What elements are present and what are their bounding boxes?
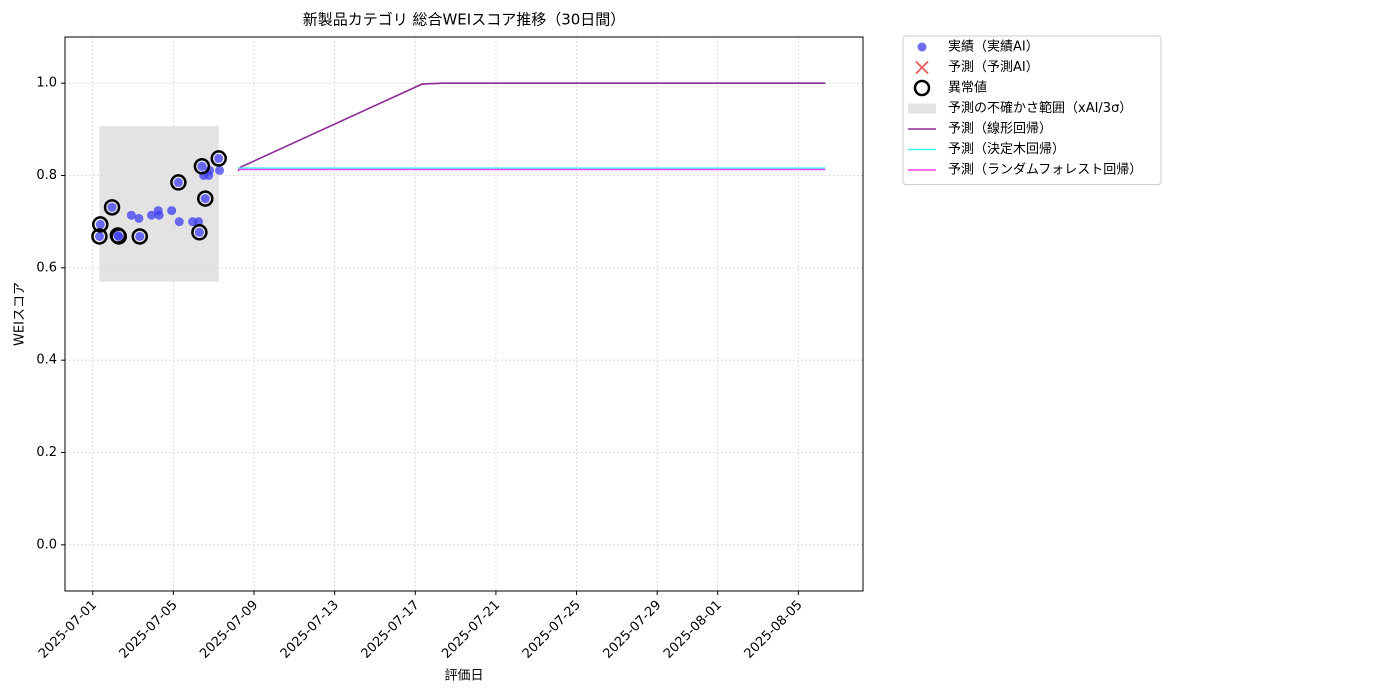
data-point (167, 206, 177, 216)
data-point (214, 153, 224, 163)
y-tick-label: 1.0 (36, 76, 57, 91)
data-point (194, 217, 204, 227)
data-point (126, 210, 136, 220)
x-axis-label: 評価日 (444, 669, 483, 684)
data-point (107, 202, 117, 212)
data-point (204, 165, 214, 175)
anomaly-marker (191, 224, 208, 241)
data-point (134, 213, 144, 223)
anomaly-marker (193, 158, 211, 175)
x-tick-label: 2025-08-05 (742, 598, 806, 662)
legend-label: 実績（実績AI） (948, 39, 1039, 55)
anomaly-marker (91, 228, 108, 245)
legend-swatch (913, 79, 931, 97)
data-point (95, 219, 105, 229)
legend-label: 予測（決定木回帰） (948, 141, 1065, 157)
data-point (154, 210, 164, 220)
y-tick-label: 0.6 (36, 260, 57, 275)
legend-label: 予測（線形回帰） (948, 121, 1052, 137)
x-tick-label: 2025-07-17 (359, 598, 423, 662)
data-point (173, 177, 183, 187)
data-point (200, 194, 210, 204)
x-tick-label: 2025-07-09 (197, 598, 261, 662)
legend-swatch (917, 42, 927, 52)
anomaly-marker (131, 228, 149, 245)
y-tick-label: 0.2 (36, 445, 57, 460)
data-point (194, 227, 204, 237)
forecast-line (237, 82, 826, 172)
y-tick-label: 0.8 (36, 168, 57, 183)
legend-label: 予測の不確かさ範囲（xAI/3σ） (948, 100, 1132, 116)
legend-label: 予測（予測AI） (948, 60, 1039, 75)
data-point (114, 231, 124, 241)
legend-swatch (908, 103, 936, 114)
x-tick-label: 2025-08-01 (661, 598, 725, 662)
x-tick-label: 2025-07-25 (520, 598, 584, 662)
data-point (215, 165, 225, 175)
anomaly-marker (170, 174, 187, 191)
data-point (135, 231, 145, 241)
legend-label: 予測（ランダムフォレスト回帰） (948, 162, 1142, 178)
anomaly-marker (197, 190, 214, 207)
data-point (197, 161, 207, 171)
x-tick-label: 2025-07-05 (117, 598, 181, 662)
legend-box (902, 35, 1162, 185)
anomaly-marker (92, 216, 109, 233)
y-tick-label: 0.4 (36, 353, 57, 368)
x-tick-label: 2025-07-01 (36, 598, 100, 662)
legend-swatch (915, 60, 929, 75)
y-axis-label: WEIスコア (13, 282, 28, 346)
data-point (94, 231, 104, 241)
x-tick-label: 2025-07-21 (439, 598, 503, 662)
x-tick-label: 2025-07-29 (600, 598, 664, 662)
plot-frame (64, 36, 864, 592)
data-point (147, 210, 157, 220)
anomaly-marker (110, 228, 128, 245)
anomaly-marker (210, 150, 227, 167)
y-tick-label: 0.0 (36, 537, 57, 552)
anomaly-marker (103, 199, 121, 216)
chart-title: 新製品カテゴリ 総合WEIスコア推移（30日間） (303, 11, 626, 29)
x-tick-label: 2025-07-13 (278, 598, 342, 662)
legend-label: 異常値 (948, 80, 987, 96)
data-point (174, 217, 184, 227)
